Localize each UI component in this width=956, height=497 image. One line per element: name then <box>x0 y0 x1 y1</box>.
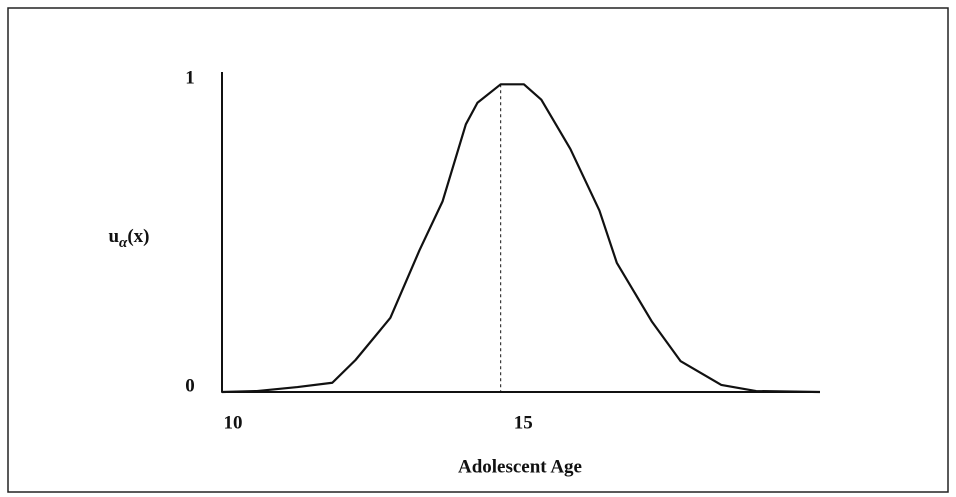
y-tick-label: 1 <box>185 68 195 89</box>
curve <box>221 83 821 394</box>
y-label-base: u <box>108 226 119 247</box>
y-label-arg: (x) <box>127 226 149 247</box>
frame <box>7 7 949 493</box>
x-tick-label: 15 <box>514 412 533 433</box>
y-axis-label: uα(x) <box>108 226 149 251</box>
x-tick-label: 10 <box>224 412 243 433</box>
y-tick-label: 0 <box>185 375 195 396</box>
x-axis-label: Adolescent Age <box>458 456 582 477</box>
y-label-sub: α <box>119 235 128 251</box>
